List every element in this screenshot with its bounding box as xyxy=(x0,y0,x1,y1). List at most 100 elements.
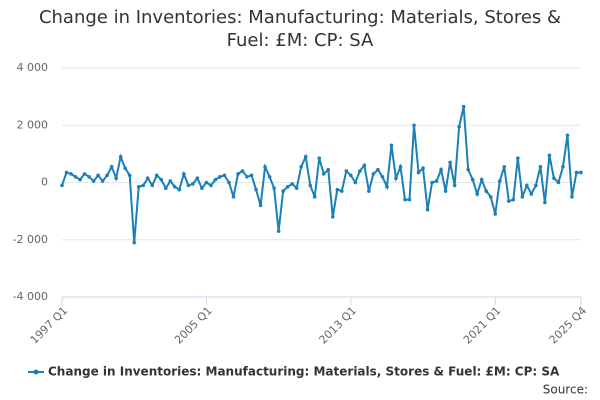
data-point xyxy=(448,160,452,165)
data-point xyxy=(516,156,520,160)
data-point xyxy=(123,166,127,170)
data-point xyxy=(105,173,109,178)
data-point xyxy=(136,184,141,189)
data-point xyxy=(267,174,272,179)
data-point xyxy=(258,203,263,208)
data-point xyxy=(100,179,105,183)
data-point xyxy=(520,195,525,199)
y-tick-label: 2 000 xyxy=(17,118,49,131)
data-point xyxy=(82,172,87,176)
data-point xyxy=(416,170,421,175)
data-point xyxy=(154,173,159,178)
data-point xyxy=(335,187,340,192)
x-tick-label: 2025 Q4 xyxy=(547,304,590,347)
chart-title: Change in Inventories: Manufacturing: Ma… xyxy=(38,7,562,51)
data-point xyxy=(565,133,570,138)
data-point xyxy=(317,156,322,160)
data-point xyxy=(240,169,245,173)
data-point xyxy=(145,176,150,181)
data-point xyxy=(371,172,376,176)
data-point xyxy=(552,176,556,181)
data-point xyxy=(245,174,249,179)
data-point xyxy=(570,195,574,199)
y-tick-label: 0 xyxy=(41,176,48,189)
data-point xyxy=(561,164,565,169)
data-point xyxy=(403,197,407,202)
data-point xyxy=(132,240,137,245)
data-point xyxy=(326,167,331,172)
data-point xyxy=(385,184,389,189)
y-tick-label: 4 000 xyxy=(17,61,49,74)
data-point xyxy=(452,183,457,188)
data-point xyxy=(191,182,195,186)
data-point xyxy=(511,197,516,202)
data-point xyxy=(272,186,276,191)
data-point xyxy=(394,176,398,181)
data-line xyxy=(61,106,581,243)
data-point xyxy=(534,183,538,188)
data-point xyxy=(312,195,317,199)
data-point xyxy=(195,176,200,181)
data-point xyxy=(209,183,213,188)
data-point xyxy=(236,172,240,176)
data-point xyxy=(479,177,484,182)
data-point xyxy=(543,200,547,205)
data-point xyxy=(200,186,204,191)
data-point xyxy=(73,174,78,179)
data-point xyxy=(470,177,475,182)
data-point xyxy=(425,207,430,212)
data-point xyxy=(186,183,191,188)
data-point xyxy=(303,154,308,159)
data-point xyxy=(461,104,466,109)
data-point xyxy=(579,170,583,175)
data-point xyxy=(281,189,285,193)
data-point xyxy=(506,199,511,203)
data-point xyxy=(525,183,529,188)
data-point xyxy=(222,173,227,178)
data-point xyxy=(173,184,177,189)
data-point xyxy=(159,177,164,182)
data-point xyxy=(308,183,313,188)
data-point xyxy=(475,192,480,196)
data-point xyxy=(254,187,258,192)
data-point xyxy=(249,173,254,178)
data-point xyxy=(227,180,231,185)
data-point xyxy=(213,177,218,182)
data-point xyxy=(529,192,534,196)
legend-label: Change in Inventories: Manufacturing: Ma… xyxy=(48,365,560,379)
data-point xyxy=(204,180,209,185)
data-point xyxy=(96,173,100,178)
data-point xyxy=(164,186,168,191)
data-point xyxy=(484,189,489,193)
data-point xyxy=(294,186,299,191)
data-point xyxy=(91,179,96,183)
data-point xyxy=(538,164,543,169)
data-point xyxy=(497,179,502,183)
data-point xyxy=(367,189,371,193)
data-point xyxy=(299,164,303,169)
source: Source: xyxy=(543,383,588,397)
data-point xyxy=(109,164,114,169)
data-point xyxy=(443,189,448,193)
data-point xyxy=(231,195,236,199)
data-point xyxy=(407,197,412,202)
data-point xyxy=(502,164,507,169)
data-point xyxy=(439,167,443,172)
data-point xyxy=(276,229,281,233)
data-point xyxy=(457,124,461,129)
data-point xyxy=(353,180,358,185)
x-tick-label: 2005 Q1 xyxy=(172,304,215,347)
data-point xyxy=(547,153,552,158)
data-point xyxy=(168,179,173,183)
data-point xyxy=(358,169,362,173)
data-point xyxy=(340,189,344,193)
data-point xyxy=(64,170,69,175)
data-point xyxy=(389,143,394,148)
x-tick-label: 2021 Q1 xyxy=(461,304,504,347)
data-point xyxy=(60,183,64,188)
data-point xyxy=(114,176,118,181)
data-point xyxy=(344,169,349,173)
data-point xyxy=(218,174,222,179)
data-point xyxy=(330,215,335,219)
